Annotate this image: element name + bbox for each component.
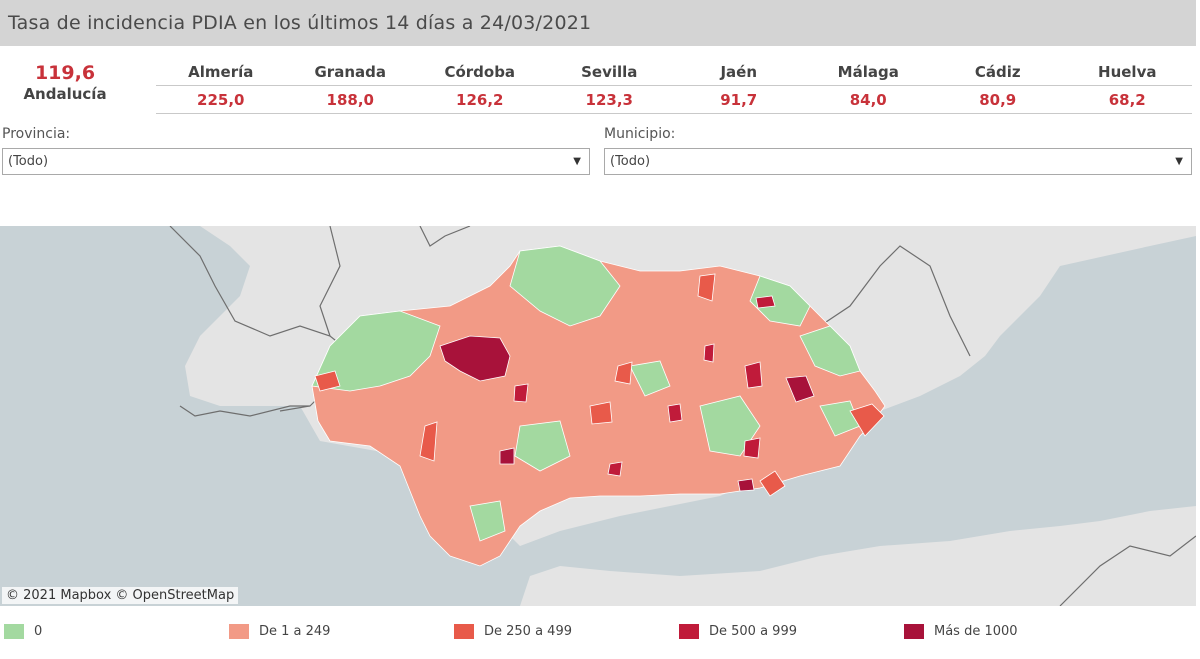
legend-item[interactable]: Más de 1000	[904, 624, 1018, 639]
province-name: Cádiz	[933, 58, 1063, 86]
zone-over-1000[interactable]	[439, 335, 511, 382]
zone-500-999[interactable]	[743, 437, 761, 459]
provincia-select-value: (Todo)	[8, 154, 49, 169]
province-name: Almería	[156, 58, 286, 86]
province-column: Málaga 84,0	[803, 58, 933, 116]
zone-500-999[interactable]	[667, 403, 683, 423]
zone-250-499[interactable]	[314, 370, 341, 392]
andalucia-label: Andalucía	[23, 85, 107, 103]
border-line	[819, 245, 971, 357]
legend-item[interactable]: De 500 a 999	[679, 624, 797, 639]
municipio-label: Municipio:	[604, 126, 676, 142]
province-column: Almería 225,0	[156, 58, 286, 116]
province-value: 68,2	[1062, 86, 1192, 114]
legend-swatch	[904, 624, 924, 639]
province-value: 126,2	[415, 86, 545, 114]
legend-label: De 500 a 999	[709, 624, 797, 639]
zone-250-499[interactable]	[419, 421, 438, 462]
province-value: 91,7	[674, 86, 804, 114]
province-name: Málaga	[803, 58, 933, 86]
zone-zero[interactable]	[311, 310, 441, 392]
province-name: Granada	[285, 58, 415, 86]
province-value: 84,0	[803, 86, 933, 114]
zone-zero[interactable]	[509, 245, 621, 327]
legend-swatch	[679, 624, 699, 639]
municipio-filter: Municipio: (Todo) ▼	[604, 126, 1192, 175]
zone-250-499[interactable]	[759, 470, 786, 497]
province-name: Jaén	[674, 58, 804, 86]
zone-zero[interactable]	[514, 420, 571, 472]
legend-swatch	[454, 624, 474, 639]
border-line	[419, 226, 471, 247]
municipio-select-value: (Todo)	[610, 154, 651, 169]
province-column: Granada 188,0	[285, 58, 415, 116]
legend-swatch	[4, 624, 24, 639]
map-legend: 0 De 1 a 249 De 250 a 499 De 500 a 999 M…	[0, 620, 1200, 648]
legend-label: 0	[34, 624, 43, 639]
zone-over-1000[interactable]	[737, 478, 755, 492]
province-column: Córdoba 126,2	[415, 58, 545, 116]
province-name: Sevilla	[544, 58, 674, 86]
choropleth-map[interactable]: © 2021 Mapbox © OpenStreetMap	[0, 226, 1196, 606]
zone-over-1000[interactable]	[499, 447, 515, 465]
chevron-down-icon: ▼	[573, 156, 581, 167]
province-value: 80,9	[933, 86, 1063, 114]
province-value: 188,0	[285, 86, 415, 114]
zone-over-1000[interactable]	[785, 375, 815, 403]
map-attribution[interactable]: © 2021 Mapbox © OpenStreetMap	[2, 587, 239, 604]
border-line	[319, 226, 341, 337]
legend-label: Más de 1000	[934, 624, 1018, 639]
zone-250-499[interactable]	[849, 403, 885, 437]
zone-500-999[interactable]	[755, 295, 776, 309]
page-title: Tasa de incidencia PDIA en los últimos 1…	[8, 12, 592, 34]
map-canvas[interactable]	[0, 226, 1196, 606]
legend-swatch	[229, 624, 249, 639]
andalucia-value: 119,6	[34, 62, 96, 84]
border-line	[179, 405, 310, 417]
zone-250-499[interactable]	[697, 273, 716, 302]
legend-item[interactable]: 0	[4, 624, 42, 639]
legend-label: De 250 a 499	[484, 624, 572, 639]
zone-zero[interactable]	[799, 325, 861, 377]
zone-500-999[interactable]	[607, 461, 623, 477]
zone-500-999[interactable]	[513, 383, 529, 403]
border-line	[1059, 535, 1196, 606]
provincia-filter: Provincia: (Todo) ▼	[2, 126, 590, 175]
municipio-select[interactable]: (Todo) ▼	[604, 148, 1192, 175]
province-value: 123,3	[544, 86, 674, 114]
zone-500-999[interactable]	[744, 361, 763, 389]
province-name: Córdoba	[415, 58, 545, 86]
zone-250-499[interactable]	[614, 361, 633, 385]
chevron-down-icon: ▼	[1175, 156, 1183, 167]
province-column: Sevilla 123,3	[544, 58, 674, 116]
province-table: Almería 225,0 Granada 188,0 Córdoba 126,…	[156, 58, 1192, 116]
header-bar: Tasa de incidencia PDIA en los últimos 1…	[0, 0, 1196, 46]
zone-zero[interactable]	[469, 500, 506, 542]
andalucia-total: 119,6 Andalucía	[10, 62, 120, 103]
zone-250-499[interactable]	[589, 401, 613, 425]
province-column: Jaén 91,7	[674, 58, 804, 116]
province-column: Cádiz 80,9	[933, 58, 1063, 116]
legend-item[interactable]: De 1 a 249	[229, 624, 330, 639]
province-column: Huelva 68,2	[1062, 58, 1192, 116]
land-north-africa	[520, 506, 1196, 606]
zone-500-999[interactable]	[703, 343, 715, 363]
legend-label: De 1 a 249	[259, 624, 331, 639]
provincia-label: Provincia:	[2, 126, 71, 142]
province-value: 225,0	[156, 86, 286, 114]
province-name: Huelva	[1062, 58, 1192, 86]
zone-zero[interactable]	[629, 360, 671, 397]
legend-item[interactable]: De 250 a 499	[454, 624, 572, 639]
zone-zero[interactable]	[749, 275, 811, 327]
provincia-select[interactable]: (Todo) ▼	[2, 148, 590, 175]
